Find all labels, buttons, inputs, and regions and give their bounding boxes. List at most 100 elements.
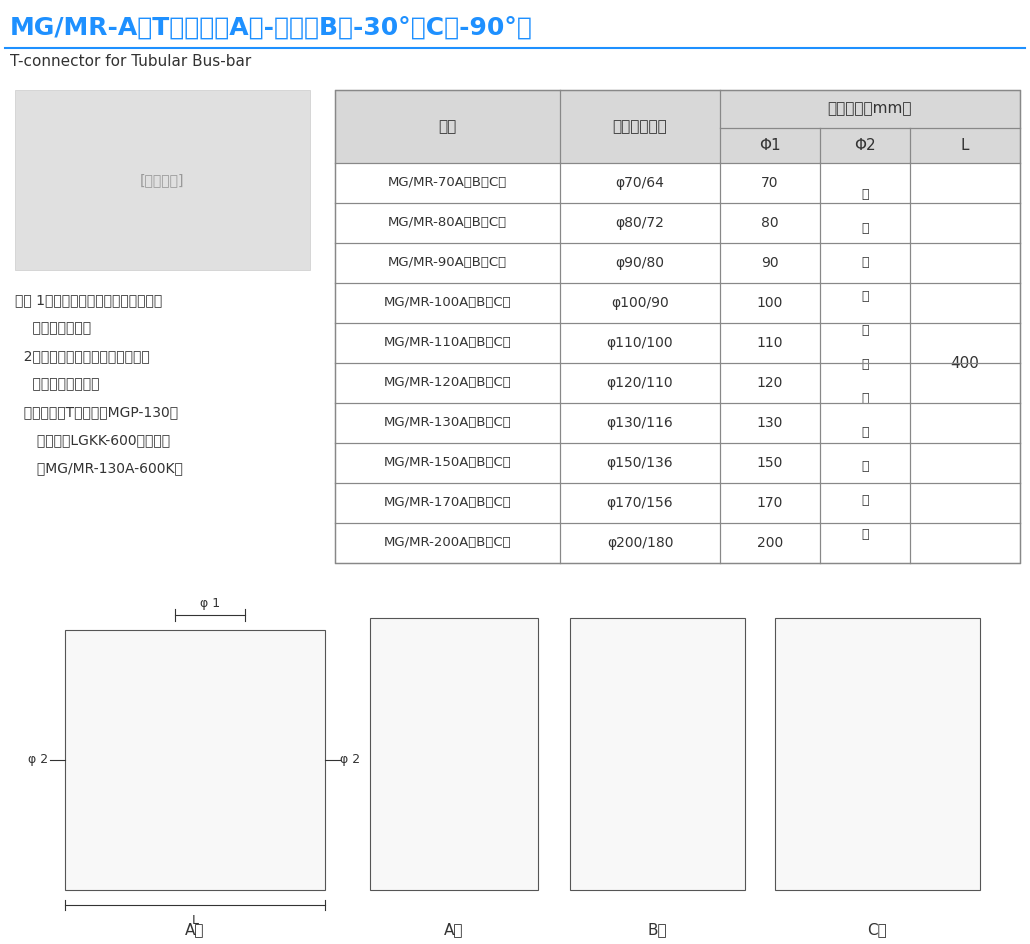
Text: MG/MR-120A（B、C）: MG/MR-120A（B、C） <box>383 377 511 390</box>
Bar <box>15 90 310 270</box>
Text: φ130/116: φ130/116 <box>607 416 674 430</box>
Text: MG/MR-110A（B、C）: MG/MR-110A（B、C） <box>383 336 511 349</box>
Bar <box>720 523 820 563</box>
Bar <box>335 403 560 443</box>
Text: φ150/136: φ150/136 <box>607 456 674 470</box>
Text: φ 2: φ 2 <box>340 753 360 767</box>
Text: 80: 80 <box>761 216 779 230</box>
Text: φ80/72: φ80/72 <box>616 216 664 230</box>
Bar <box>909 283 1020 323</box>
Text: 130: 130 <box>757 416 783 430</box>
Bar <box>909 323 1020 363</box>
Text: 150: 150 <box>757 456 783 470</box>
Text: A型: A型 <box>185 922 205 937</box>
Bar <box>720 363 820 403</box>
Bar <box>909 163 1020 203</box>
Text: Φ1: Φ1 <box>759 138 781 153</box>
Text: 线: 线 <box>861 461 868 474</box>
Bar <box>820 403 909 443</box>
Text: 2、引下线根据用户需要，订货时: 2、引下线根据用户需要，订货时 <box>15 349 149 363</box>
Text: 据: 据 <box>861 223 868 235</box>
Bar <box>335 283 560 323</box>
Text: C型: C型 <box>867 922 887 937</box>
Text: 用: 用 <box>861 257 868 269</box>
Text: φ110/100: φ110/100 <box>607 336 674 350</box>
Text: 适用母线规格: 适用母线规格 <box>613 119 667 134</box>
Text: 定: 定 <box>861 359 868 372</box>
Text: 90: 90 <box>761 256 779 270</box>
Text: 200: 200 <box>757 536 783 550</box>
Bar <box>560 443 720 483</box>
Text: 400: 400 <box>951 356 980 370</box>
Text: MG/MR-80A（B、C）: MG/MR-80A（B、C） <box>388 216 507 229</box>
Text: MG/MR-200A（B、C）: MG/MR-200A（B、C） <box>384 536 511 549</box>
Bar <box>720 443 820 483</box>
Bar <box>560 483 720 523</box>
Text: MG/MR-70A（B、C）: MG/MR-70A（B、C） <box>388 177 507 190</box>
Bar <box>335 363 560 403</box>
Text: MG/MR-170A（B、C）: MG/MR-170A（B、C） <box>383 497 511 510</box>
Text: MG/MR-A型T形线夹（A型-水平、B型-30°、C型-90°）: MG/MR-A型T形线夹（A型-水平、B型-30°、C型-90°） <box>10 16 533 40</box>
Bar <box>820 323 909 363</box>
Bar <box>820 163 909 203</box>
Text: φ200/180: φ200/180 <box>607 536 674 550</box>
Bar <box>820 523 909 563</box>
Text: L: L <box>192 914 199 926</box>
Text: φ120/110: φ120/110 <box>607 376 674 390</box>
Text: 为MG/MR-130A-600K。: 为MG/MR-130A-600K。 <box>15 461 183 475</box>
Bar <box>720 163 820 203</box>
Text: 制: 制 <box>861 495 868 508</box>
Text: 120: 120 <box>757 376 783 390</box>
Text: 请注明导线型号。: 请注明导线型号。 <box>15 377 100 391</box>
Text: T-connector for Tubular Bus-bar: T-connector for Tubular Bus-bar <box>10 55 251 70</box>
Text: 根: 根 <box>861 189 868 201</box>
Text: MG/MR-150A（B、C）: MG/MR-150A（B、C） <box>383 457 511 469</box>
Text: 导: 导 <box>861 427 868 440</box>
Bar <box>335 443 560 483</box>
Bar <box>720 323 820 363</box>
Bar <box>820 203 909 243</box>
Text: Φ2: Φ2 <box>854 138 876 153</box>
Bar <box>720 128 820 163</box>
Text: 70: 70 <box>761 176 779 190</box>
Text: φ100/90: φ100/90 <box>611 296 668 310</box>
Bar <box>909 128 1020 163</box>
Bar <box>820 243 909 283</box>
Bar <box>560 363 720 403</box>
Text: φ 2: φ 2 <box>28 753 48 767</box>
Bar <box>820 483 909 523</box>
Bar <box>560 163 720 203</box>
Text: 的: 的 <box>861 393 868 406</box>
Bar <box>720 90 1020 128</box>
Bar <box>335 483 560 523</box>
Bar <box>909 363 1020 403</box>
Text: 选: 选 <box>861 325 868 338</box>
Bar <box>909 483 1020 523</box>
Bar <box>335 203 560 243</box>
Bar <box>720 283 820 323</box>
Bar <box>335 90 560 163</box>
Bar <box>909 403 1020 443</box>
Bar <box>775 618 980 890</box>
Text: φ170/156: φ170/156 <box>607 496 674 510</box>
Text: 注： 1、主体和压盖为铝制件，其余为: 注： 1、主体和压盖为铝制件，其余为 <box>15 293 163 307</box>
Bar <box>560 203 720 243</box>
Text: 110: 110 <box>757 336 783 350</box>
Text: MG/MR-100A（B、C）: MG/MR-100A（B、C） <box>384 296 511 310</box>
Text: φ70/64: φ70/64 <box>616 176 664 190</box>
Text: 造: 造 <box>861 529 868 542</box>
Bar <box>335 523 560 563</box>
Text: φ 1: φ 1 <box>200 597 220 610</box>
Bar <box>560 243 720 283</box>
Bar <box>820 443 909 483</box>
Bar <box>820 283 909 323</box>
Bar <box>370 618 538 890</box>
Text: 100: 100 <box>757 296 783 310</box>
Bar <box>909 443 1020 483</box>
Bar <box>65 630 325 890</box>
Text: 170: 170 <box>757 496 783 510</box>
Bar <box>560 283 720 323</box>
Text: 引下线为LGKK-600，则型号: 引下线为LGKK-600，则型号 <box>15 433 170 447</box>
Text: L: L <box>961 138 969 153</box>
Text: 例：管母线T接金具为MGP-130，: 例：管母线T接金具为MGP-130， <box>15 405 178 419</box>
